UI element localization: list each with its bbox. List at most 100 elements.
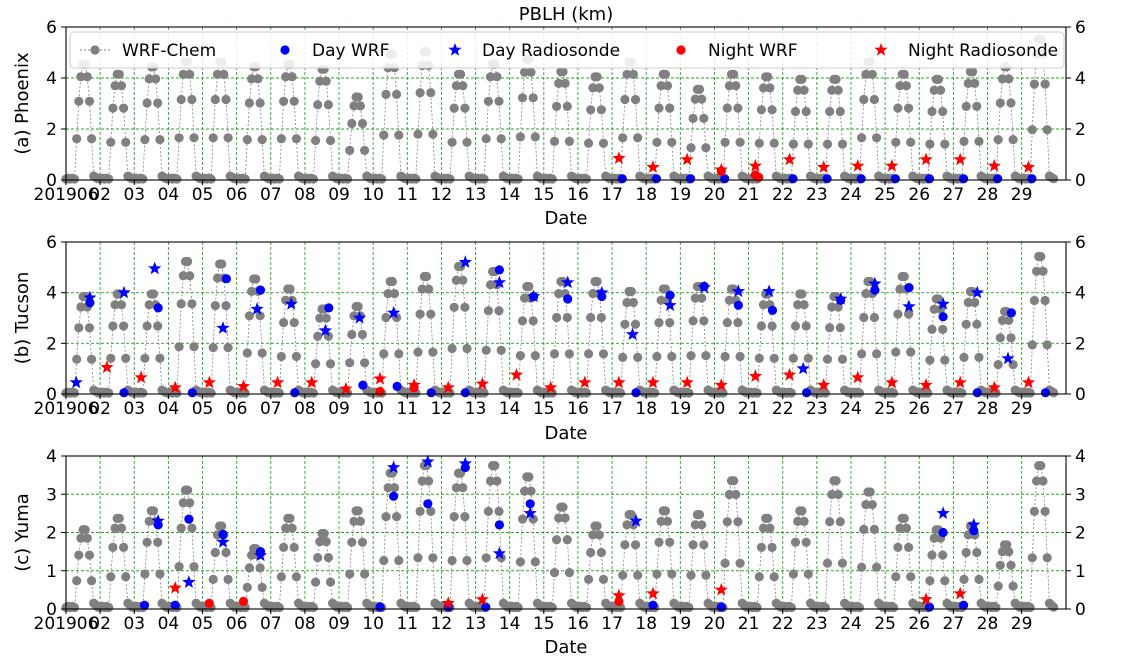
wrf-chem-point	[1032, 266, 1042, 276]
wrf-chem-point	[257, 348, 267, 358]
day-wrf-point	[959, 174, 969, 184]
wrf-chem-point	[394, 555, 404, 566]
wrf-chem-point	[142, 537, 152, 547]
x-tick-label: 10	[362, 614, 384, 634]
wrf-chem-point	[223, 574, 233, 585]
wrf-chem-point	[144, 516, 154, 527]
wrf-chem-point	[857, 562, 867, 572]
day-radiosonde-point	[458, 255, 472, 268]
day-wrf-point	[1027, 174, 1037, 184]
x-tick-label: 02	[89, 614, 111, 634]
wrf-chem-point	[208, 574, 218, 585]
wrf-chem-point	[313, 553, 323, 563]
wrf-chem-point	[633, 133, 643, 143]
wrf-chem-point	[524, 281, 534, 292]
wrf-chem-point	[652, 569, 662, 579]
wrf-chem-point	[189, 562, 199, 572]
day-wrf-point	[221, 274, 231, 284]
wrf-chem-point	[790, 537, 801, 547]
night-radiosonde-point	[646, 375, 660, 389]
wrf-chem-point	[684, 388, 694, 398]
wrf-chem-point	[221, 94, 231, 105]
wrf-chem-point	[276, 134, 286, 144]
y-tick-label-right: 3	[1075, 485, 1086, 505]
wrf-chem-point	[276, 572, 286, 582]
wrf-chem-point	[618, 352, 628, 362]
wrf-chem-point	[449, 103, 459, 113]
wrf-chem-point	[311, 577, 321, 587]
wrf-chem-point	[357, 118, 368, 129]
night-radiosonde-point	[714, 582, 728, 596]
wrf-chem-point	[415, 506, 425, 516]
day-wrf-point	[392, 381, 402, 391]
day-radiosonde-point	[492, 275, 507, 289]
wrf-chem-point	[108, 542, 118, 553]
wrf-chem-point	[353, 92, 363, 102]
wrf-chem-point	[155, 353, 165, 363]
wrf-chem-point	[116, 523, 127, 533]
x-tick-label: 04	[158, 185, 180, 205]
day-radiosonde-point	[697, 280, 711, 294]
x-tick-label: 02	[89, 399, 111, 419]
wrf-chem-point	[257, 135, 267, 145]
x-tick-label: 05	[192, 399, 214, 419]
night-radiosonde-point	[168, 380, 182, 394]
wrf-chem-point	[108, 321, 118, 331]
night-radiosonde-point	[339, 381, 353, 395]
wrf-chem-point	[345, 569, 355, 579]
wrf-chem-point	[547, 174, 557, 184]
wrf-chem-point	[803, 139, 813, 149]
wrf-chem-point	[991, 602, 1001, 613]
day-wrf-point	[856, 174, 866, 184]
day-radiosonde-point	[458, 456, 472, 470]
wrf-chem-point	[581, 602, 592, 613]
wrf-chem-point	[106, 137, 116, 147]
x-tick-label: 26	[908, 185, 930, 205]
x-tick-label: 14	[499, 399, 521, 419]
day-wrf-point	[170, 600, 180, 610]
wrf-chem-point	[178, 271, 188, 281]
night-radiosonde-point	[509, 368, 524, 381]
wrf-chem-point	[1049, 602, 1059, 612]
x-tick-label: 05	[192, 614, 214, 634]
night-radiosonde-point	[475, 376, 489, 390]
wrf-chem-point	[520, 67, 530, 77]
wrf-chem-point	[517, 93, 528, 103]
day-wrf-point	[119, 388, 129, 398]
y-tick-label: 2	[46, 334, 57, 354]
day-wrf-point	[1006, 308, 1017, 318]
day-radiosonde-point	[387, 305, 401, 319]
wrf-chem-point	[686, 351, 696, 361]
wrf-chem-point	[281, 523, 291, 533]
wrf-chem-point	[620, 540, 630, 550]
y-tick-label: 4	[46, 447, 57, 467]
wrf-chem-point	[899, 271, 909, 282]
wrf-chem-point	[121, 572, 131, 582]
wrf-chem-point	[528, 514, 538, 524]
wrf-chem-point	[174, 562, 184, 572]
x-tick-label: 11	[396, 399, 418, 419]
wrf-chem-point	[933, 74, 944, 84]
wrf-chem-point	[121, 137, 131, 147]
x-tick-label: 201906	[34, 185, 99, 205]
wrf-chem-point	[490, 461, 500, 471]
wrf-chem-point	[517, 514, 528, 524]
y-tick-label: 2	[46, 120, 57, 140]
wrf-chem-point	[451, 81, 461, 91]
wrf-chem-point	[929, 533, 939, 543]
wrf-chem-point	[528, 93, 538, 103]
wrf-chem-point	[1006, 333, 1016, 343]
day-wrf-point	[924, 174, 935, 184]
legend: WRF-Chem Day WRF Day Radiosonde Night WRF Ni…	[69, 31, 1065, 69]
wrf-chem-point	[321, 537, 331, 547]
x-tick-label: 07	[260, 614, 282, 634]
y-tick-label-right: 0	[1075, 385, 1086, 405]
day-radiosonde-point	[834, 292, 848, 305]
x-tick-label: 13	[465, 399, 487, 419]
wrf-chem-point	[462, 137, 472, 147]
day-wrf-point	[733, 300, 744, 310]
x-tick-label: 24	[840, 399, 862, 419]
wrf-chem-point	[974, 136, 984, 146]
wrf-chem-point	[381, 511, 391, 522]
wrf-chem-point	[959, 352, 969, 362]
